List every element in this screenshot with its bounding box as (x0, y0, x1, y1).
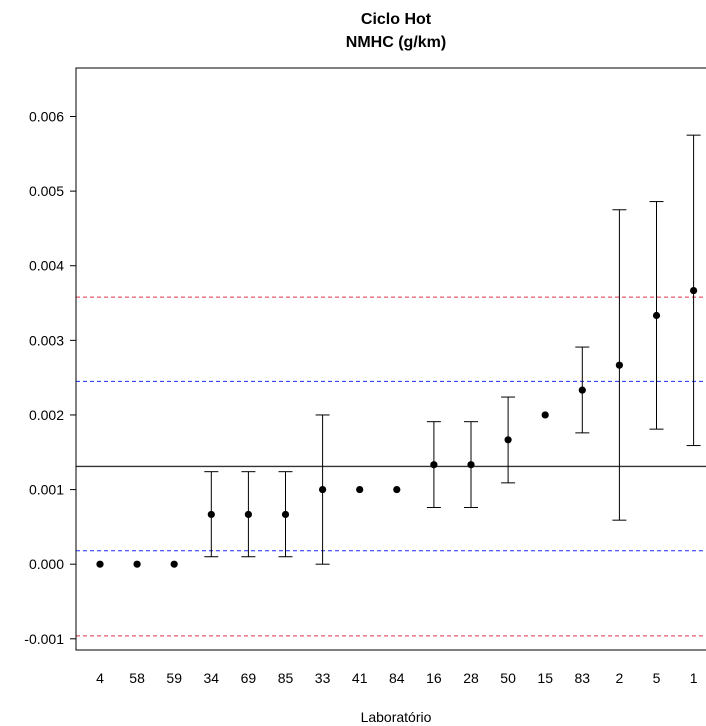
x-axis: 4 58 59 34 69 85 33 41 84 16 28 50 15 83 2 5 1 (96, 670, 698, 686)
y-tick-label: -0.001 (24, 631, 64, 647)
data-point (615, 361, 624, 369)
x-tick-label: 83 (575, 670, 591, 686)
x-tick-label: 34 (204, 670, 220, 686)
data-point (207, 510, 215, 519)
y-tick-label: 0.000 (29, 556, 64, 572)
data-point (578, 386, 586, 394)
data-point (652, 311, 661, 320)
x-tick-label: 50 (500, 670, 516, 686)
x-tick-label: 69 (241, 670, 257, 686)
x-tick-label: 2 (616, 670, 624, 686)
y-tick-label: 0.003 (29, 332, 64, 348)
x-tick-label: 58 (129, 670, 145, 686)
reference-lines (76, 296, 706, 637)
data-point (690, 286, 698, 295)
data-point (541, 411, 549, 419)
x-tick-label: 41 (352, 670, 368, 686)
x-tick-label: 5 (653, 670, 661, 686)
x-axis-label: Laboratório (361, 709, 432, 725)
y-tick-label: 0.001 (29, 482, 64, 498)
x-tick-label: 33 (315, 670, 331, 686)
y-tick-label: 0.002 (29, 407, 64, 423)
data-point (170, 560, 178, 568)
data-point (281, 510, 290, 519)
data-point (356, 485, 364, 494)
error-bars (204, 134, 701, 565)
data-point (96, 560, 104, 568)
data-point (133, 560, 141, 568)
y-tick-label: 0.005 (29, 183, 64, 199)
y-tick-label: 0.004 (29, 258, 64, 274)
data-point (504, 436, 512, 444)
data-point (244, 510, 252, 519)
chart-title: Ciclo Hot (361, 11, 432, 28)
y-tick-label: 0.006 (29, 109, 64, 125)
x-tick-label: 16 (426, 670, 442, 686)
data-points (96, 286, 698, 568)
x-tick-label: 85 (278, 670, 294, 686)
data-point (319, 485, 327, 494)
data-point (467, 461, 475, 469)
y-axis: -0.001 0.000 0.001 0.002 0.003 0.004 0.005 0.00… (24, 109, 77, 647)
data-point (430, 461, 438, 469)
x-tick-label: 28 (463, 670, 479, 686)
data-point (393, 485, 401, 494)
x-tick-label: 15 (537, 670, 553, 686)
x-tick-label: 4 (96, 670, 104, 686)
x-tick-label: 59 (166, 670, 182, 686)
x-tick-label: 84 (389, 670, 405, 686)
chart-subtitle: NMHC (g/km) (346, 34, 446, 51)
x-tick-label: 1 (690, 670, 698, 686)
plot-frame (75, 67, 706, 651)
